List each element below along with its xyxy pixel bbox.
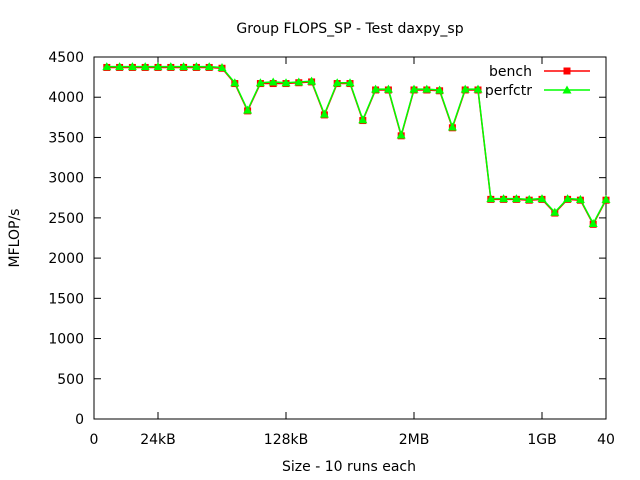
legend-marker-bench — [563, 67, 571, 75]
x-tick-label: 0 — [90, 432, 99, 448]
plot-area-border — [93, 56, 607, 420]
data-point-perfctr — [537, 194, 547, 203]
y-tick-label: 0 — [75, 412, 84, 428]
y-tick-label: 4000 — [48, 90, 84, 106]
data-point-perfctr — [499, 194, 509, 203]
data-point-perfctr — [550, 207, 560, 216]
x-tick-label: 40 — [597, 432, 615, 448]
data-point-perfctr — [153, 62, 163, 71]
data-point-perfctr — [358, 115, 368, 124]
legend: bench perfctr — [485, 64, 590, 99]
data-point-perfctr — [294, 77, 304, 86]
x-axis: 0 24kB 128kB 2MB 1GB 40 — [90, 57, 615, 448]
y-axis-label: MFLOP/s — [7, 209, 23, 268]
y-tick-label: 1500 — [48, 291, 84, 307]
legend-label-bench: bench — [489, 64, 532, 80]
data-point-perfctr — [166, 62, 176, 71]
data-point-perfctr — [460, 84, 470, 93]
data-point-perfctr — [307, 76, 317, 85]
y-axis: 0 500 1000 1500 2000 2500 3000 3500 4000 4500 — [48, 50, 606, 428]
data-point-perfctr — [179, 62, 189, 71]
y-tick-label: 3000 — [48, 171, 84, 187]
data-point-perfctr — [486, 194, 496, 203]
data-point-perfctr — [447, 122, 457, 131]
data-point-perfctr — [409, 84, 419, 93]
data-point-perfctr — [396, 130, 406, 139]
data-point-perfctr — [575, 194, 585, 203]
series-perfctr — [102, 62, 611, 228]
x-tick-label: 24kB — [140, 432, 176, 448]
data-point-perfctr — [217, 62, 227, 71]
series-line-perfctr — [106, 65, 607, 226]
data-point-perfctr — [435, 85, 445, 94]
data-point-perfctr — [230, 78, 240, 87]
x-tick-label: 128kB — [264, 432, 308, 448]
data-point-perfctr — [140, 62, 150, 71]
data-point-perfctr — [511, 194, 521, 203]
data-point-perfctr — [204, 62, 214, 71]
data-point-perfctr — [371, 84, 381, 93]
x-tick-label: 2MB — [399, 432, 430, 448]
data-point-perfctr — [281, 78, 291, 87]
y-tick-label: 500 — [57, 372, 84, 388]
y-tick-label: 2000 — [48, 251, 84, 267]
data-point-perfctr — [473, 84, 483, 93]
data-point-perfctr — [422, 84, 432, 93]
data-point-perfctr — [191, 62, 201, 71]
x-tick-label: 1GB — [527, 432, 556, 448]
data-point-perfctr — [563, 194, 573, 203]
series-bench — [103, 63, 610, 228]
y-tick-label: 2500 — [48, 211, 84, 227]
y-tick-label: 1000 — [48, 332, 84, 348]
data-point-perfctr — [243, 105, 253, 114]
data-point-perfctr — [255, 78, 265, 87]
data-point-perfctr — [332, 78, 342, 87]
data-point-perfctr — [319, 109, 329, 118]
chart-title: Group FLOPS_SP - Test daxpy_sp — [236, 21, 463, 37]
data-point-perfctr — [383, 84, 393, 93]
data-point-perfctr — [345, 78, 355, 87]
data-point-perfctr — [524, 194, 534, 203]
legend-marker-perfctr — [562, 85, 572, 94]
series-layer — [102, 62, 611, 228]
data-point-perfctr — [601, 194, 611, 203]
y-tick-label: 4500 — [48, 50, 84, 66]
data-point-perfctr — [268, 77, 278, 86]
x-axis-label: Size - 10 runs each — [282, 459, 416, 475]
data-point-perfctr — [588, 219, 598, 228]
legend-label-perfctr: perfctr — [485, 83, 532, 99]
data-point-perfctr — [115, 62, 125, 71]
y-tick-label: 3500 — [48, 130, 84, 146]
data-point-perfctr — [127, 62, 137, 71]
data-point-perfctr — [102, 62, 112, 71]
